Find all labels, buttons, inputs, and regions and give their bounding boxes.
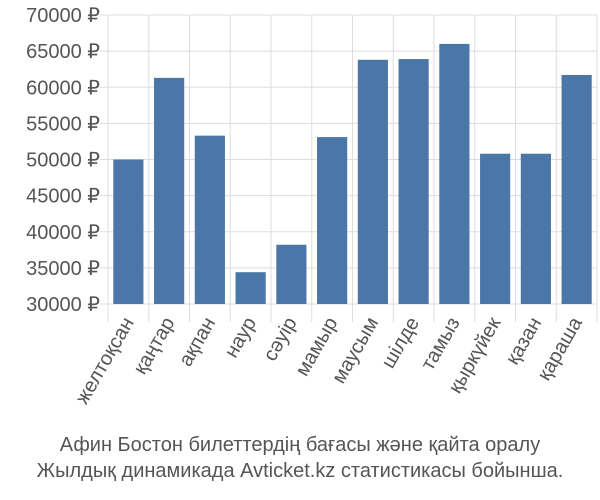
bar [317, 137, 348, 304]
bar [439, 43, 470, 305]
chart-caption-line-2: Жылдық динамикада Avticket.kz статистика… [36, 460, 564, 482]
bar [561, 74, 592, 304]
x-tick-label: қазан [502, 314, 547, 369]
y-tick-label: 40000 ₽ [26, 222, 100, 244]
y-tick-label: 55000 ₽ [26, 113, 100, 135]
bar [480, 153, 511, 304]
x-tick-label: желтоқсан [71, 314, 138, 409]
bar [520, 153, 551, 304]
x-tick-label: наур [220, 314, 260, 362]
bar [276, 244, 307, 304]
bar [235, 272, 266, 304]
bar [357, 59, 388, 304]
y-tick-label: 50000 ₽ [26, 150, 100, 172]
y-tick-label: 35000 ₽ [26, 258, 100, 280]
bar [113, 159, 144, 304]
bar [154, 77, 185, 304]
y-tick-label: 70000 ₽ [26, 5, 100, 27]
y-tick-label: 60000 ₽ [26, 77, 100, 99]
x-tick-label: сәуір [259, 314, 301, 365]
bar [194, 135, 225, 304]
x-tick-label: ақпан [175, 314, 220, 371]
y-tick-label: 45000 ₽ [26, 186, 100, 208]
y-tick-label: 65000 ₽ [26, 41, 100, 63]
chart-caption-line-1: Афин Бостон билеттердің бағасы және қайт… [59, 434, 541, 456]
bar-chart: 30000 ₽ 35000 ₽ 40000 ₽ 45000 ₽ 50000 ₽ 55000… [26, 5, 598, 409]
y-tick-label: 30000 ₽ [26, 294, 100, 316]
bar [398, 59, 429, 305]
x-tick-label: қаңтар [129, 314, 179, 379]
